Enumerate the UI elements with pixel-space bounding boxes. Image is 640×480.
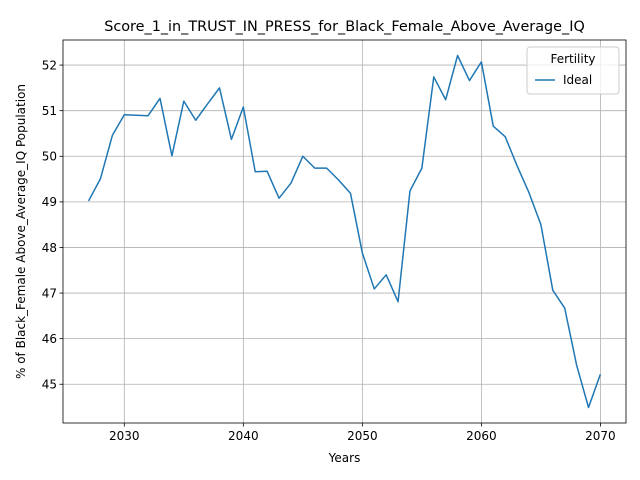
legend-box xyxy=(526,46,620,95)
y-tick-label: 45 xyxy=(42,378,57,392)
x-tick-label: 2040 xyxy=(228,429,259,443)
series-line-ideal xyxy=(87,54,602,409)
x-tick-label: 2050 xyxy=(347,429,378,443)
plot-frame xyxy=(62,39,627,424)
legend: Fertility Ideal xyxy=(526,46,620,95)
x-tick-label: 2030 xyxy=(109,429,140,443)
x-tick-label: 2070 xyxy=(585,429,616,443)
y-axis-ticks: 45 46 47 48 49 50 51 52 xyxy=(42,58,63,392)
chart-title: Score_1_in_TRUST_IN_PRESS_for_Black_Fema… xyxy=(104,19,585,35)
y-tick-label: 47 xyxy=(42,286,57,300)
y-axis-label: % of Black_Female Above_Average_IQ Popul… xyxy=(14,84,28,379)
x-tick-label: 2060 xyxy=(466,429,497,443)
x-axis-ticks: 2030 2040 2050 2060 2070 xyxy=(109,423,616,443)
y-tick-label: 52 xyxy=(42,58,57,72)
y-tick-label: 49 xyxy=(42,195,57,209)
y-tick-label: 46 xyxy=(42,332,57,346)
y-tick-label: 51 xyxy=(42,104,57,118)
y-tick-label: 48 xyxy=(42,241,57,255)
y-tick-label: 50 xyxy=(42,150,57,164)
series-group xyxy=(87,54,602,409)
legend-label-ideal: Ideal xyxy=(563,73,592,87)
legend-title: Fertility xyxy=(550,52,595,66)
x-axis-label: Years xyxy=(328,451,361,465)
